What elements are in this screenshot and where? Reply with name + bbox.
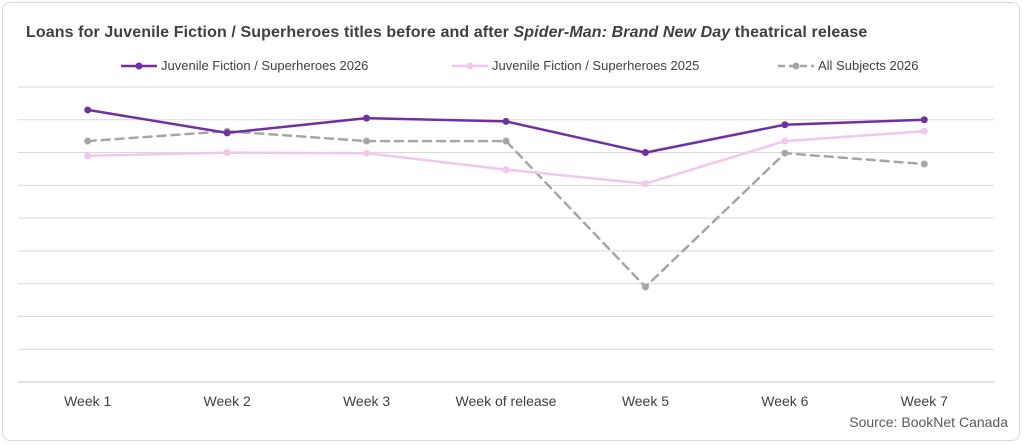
series-line <box>86 129 926 289</box>
legend-item-all-subjects-2026: All Subjects 2026 <box>778 58 918 73</box>
data-point <box>781 149 789 157</box>
legend-item-juvenile-2025: Juvenile Fiction / Superheroes 2025 <box>452 58 699 73</box>
data-point <box>363 149 371 157</box>
x-tick-label: Week 2 <box>204 393 251 409</box>
data-point <box>920 116 928 124</box>
data-point <box>781 137 789 145</box>
x-tick-label: Week 3 <box>343 393 390 409</box>
data-point <box>920 127 928 135</box>
data-point <box>363 137 371 145</box>
data-point <box>502 166 510 174</box>
legend-marker-juvenile-2025 <box>452 62 488 69</box>
source-note: Source: BookNet Canada <box>849 414 1008 430</box>
data-point <box>223 149 231 157</box>
series-line <box>86 108 926 154</box>
data-point <box>641 283 649 291</box>
data-point <box>84 152 92 160</box>
data-point <box>363 114 371 122</box>
legend-label-all-subjects-2026: All Subjects 2026 <box>818 58 919 73</box>
x-tick-label: Week 1 <box>64 393 111 409</box>
data-point <box>502 117 510 125</box>
x-tick-label: Week 6 <box>761 393 808 409</box>
data-point <box>641 149 649 157</box>
data-point <box>641 180 649 188</box>
data-point <box>84 137 92 145</box>
chart-title-pre: Loans for Juvenile Fiction / Superheroes… <box>26 24 514 41</box>
data-point <box>223 129 231 137</box>
x-tick-label: Week 7 <box>901 393 948 409</box>
legend-item-juvenile-2026: Juvenile Fiction / Superheroes 2026 <box>121 58 368 73</box>
data-point <box>920 160 928 168</box>
x-tick-label: Week of release <box>456 393 557 409</box>
legend-marker-all-subjects-2026 <box>778 62 814 69</box>
legend-marker-juvenile-2026 <box>121 62 157 69</box>
data-point <box>84 106 92 114</box>
x-tick-label: Week 5 <box>622 393 669 409</box>
chart-title: Loans for Juvenile Fiction / Superheroes… <box>26 24 867 42</box>
chart-title-italic: Spider-Man: Brand New Day <box>513 24 731 41</box>
legend-label-juvenile-2026: Juvenile Fiction / Superheroes 2026 <box>161 58 369 73</box>
data-point <box>502 137 510 145</box>
chart-legend: Juvenile Fiction / Superheroes 2026 Juve… <box>0 58 1024 78</box>
chart-title-post: theatrical release <box>730 24 868 41</box>
legend-label-juvenile-2025: Juvenile Fiction / Superheroes 2025 <box>492 58 700 73</box>
data-point <box>781 121 789 129</box>
